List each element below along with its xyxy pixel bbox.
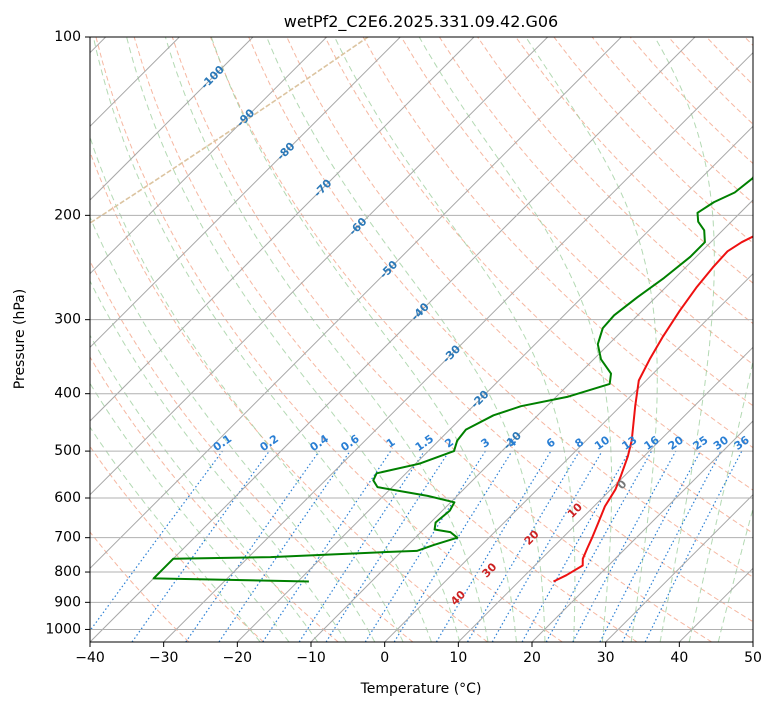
dry-adiabat-line: [248, 37, 753, 578]
isotherm-line: [90, 37, 254, 201]
dry-adiabat-line: [210, 37, 753, 623]
x-tick-label: 30: [597, 650, 615, 666]
dry-adiabat-line: [90, 150, 488, 642]
y-axis-label: Pressure (hPa): [12, 289, 28, 389]
isotherm-line: [90, 37, 549, 496]
isotherm-line: [384, 272, 753, 642]
moist-adiabat-line: [164, 37, 489, 642]
isotherm-line: [457, 346, 753, 642]
isotherm-line: [90, 37, 328, 275]
y-tick-label: 400: [54, 386, 81, 402]
moist-adiabat-line: [210, 37, 517, 642]
x-tick-label: −20: [223, 650, 253, 666]
isotherm-line: [90, 37, 401, 349]
moist-adiabat-line: [90, 382, 290, 642]
y-tick-label: 900: [54, 594, 81, 610]
plot-frame: [89, 36, 754, 643]
x-tick-label: 20: [523, 650, 541, 666]
mixing-ratio-line: [572, 450, 677, 642]
y-tick-label: 300: [54, 312, 81, 328]
isotherm-line: [605, 493, 753, 642]
isotherm-line: [163, 51, 753, 642]
chart-title: wetPf2_C2E6.2025.331.09.42.G06: [284, 12, 558, 32]
y-tick-label: 200: [54, 207, 81, 223]
y-tick-label: 600: [54, 490, 81, 506]
moist-adiabat-line: [717, 506, 753, 642]
dry-adiabat-line: [133, 37, 638, 642]
moist-adiabat-line: [92, 37, 432, 642]
moist-adiabat-line: [266, 37, 546, 642]
dry-adiabat-line: [90, 356, 339, 642]
mixing-ratio-line: [393, 450, 513, 642]
mixing-ratio-line: [185, 450, 320, 642]
dry-adiabat-line: [90, 445, 264, 642]
dry-adiabat-line: [95, 37, 563, 642]
x-tick-label: −40: [75, 650, 105, 666]
mixing-ratio-line: [90, 450, 223, 632]
dewpoint-line: [152, 175, 753, 583]
moist-adiabat-line: [418, 37, 613, 642]
background-lines: [90, 37, 753, 642]
isotherm-line: [90, 37, 696, 642]
moist-adiabat-line: [654, 37, 715, 642]
x-tick-label: 0: [380, 650, 389, 666]
x-axis-label: Temperature (°C): [360, 681, 482, 697]
mixing-ratio-line: [545, 450, 653, 642]
dry-adiabat-line: [438, 37, 753, 366]
mixing-ratio-line: [644, 450, 743, 642]
mixing-ratio-line: [131, 450, 270, 642]
temperature-line: [553, 235, 753, 583]
mixing-ratio-line: [218, 450, 351, 642]
dry-adiabat-line: [324, 37, 753, 491]
y-tick-label: 800: [54, 564, 81, 580]
mixing-ratio-line: [325, 450, 450, 642]
dry-adiabat-line: [400, 37, 753, 407]
x-tick-label: 10: [449, 650, 467, 666]
dry-adiabat-line: [515, 37, 753, 284]
dry-adiabat-line: [90, 531, 190, 642]
y-tick-label: 500: [54, 443, 81, 459]
x-tick-label: 50: [744, 650, 762, 666]
x-tick-label: −10: [296, 650, 326, 666]
moist-adiabat-line: [126, 37, 461, 642]
y-tick-label: 700: [54, 530, 81, 546]
mixing-ratio-line: [521, 450, 631, 642]
moist-adiabat-line: [688, 358, 753, 642]
moist-adiabat-line: [90, 426, 261, 642]
dry-adiabat-line: [171, 37, 712, 642]
isotherm-line: [90, 37, 622, 570]
x-tick-label: 40: [670, 650, 688, 666]
moist-adiabat-line: [90, 215, 376, 642]
isotherm-line: [236, 125, 753, 642]
profile-series: [152, 175, 753, 583]
y-tick-label: 100: [54, 29, 81, 45]
moist-adiabat-line: [525, 37, 658, 642]
x-tick-label: −30: [149, 650, 179, 666]
plot-area: [90, 37, 753, 642]
axis-ticks: −40 −30 −20 −10 0 10 20 30 40 50 100 200 300 400 500 60…: [45, 29, 762, 666]
moist-adiabat-line: [334, 37, 576, 642]
isotherm-line: [531, 420, 753, 642]
isotherm-line: [90, 37, 475, 422]
mixing-ratio-line: [262, 450, 392, 642]
y-tick-label: 1000: [45, 621, 81, 637]
moist-adiabat-line: [90, 334, 319, 642]
mixing-ratio-line: [298, 450, 425, 642]
isotherm-line: [310, 199, 753, 642]
moist-adiabat-line: [90, 135, 404, 642]
